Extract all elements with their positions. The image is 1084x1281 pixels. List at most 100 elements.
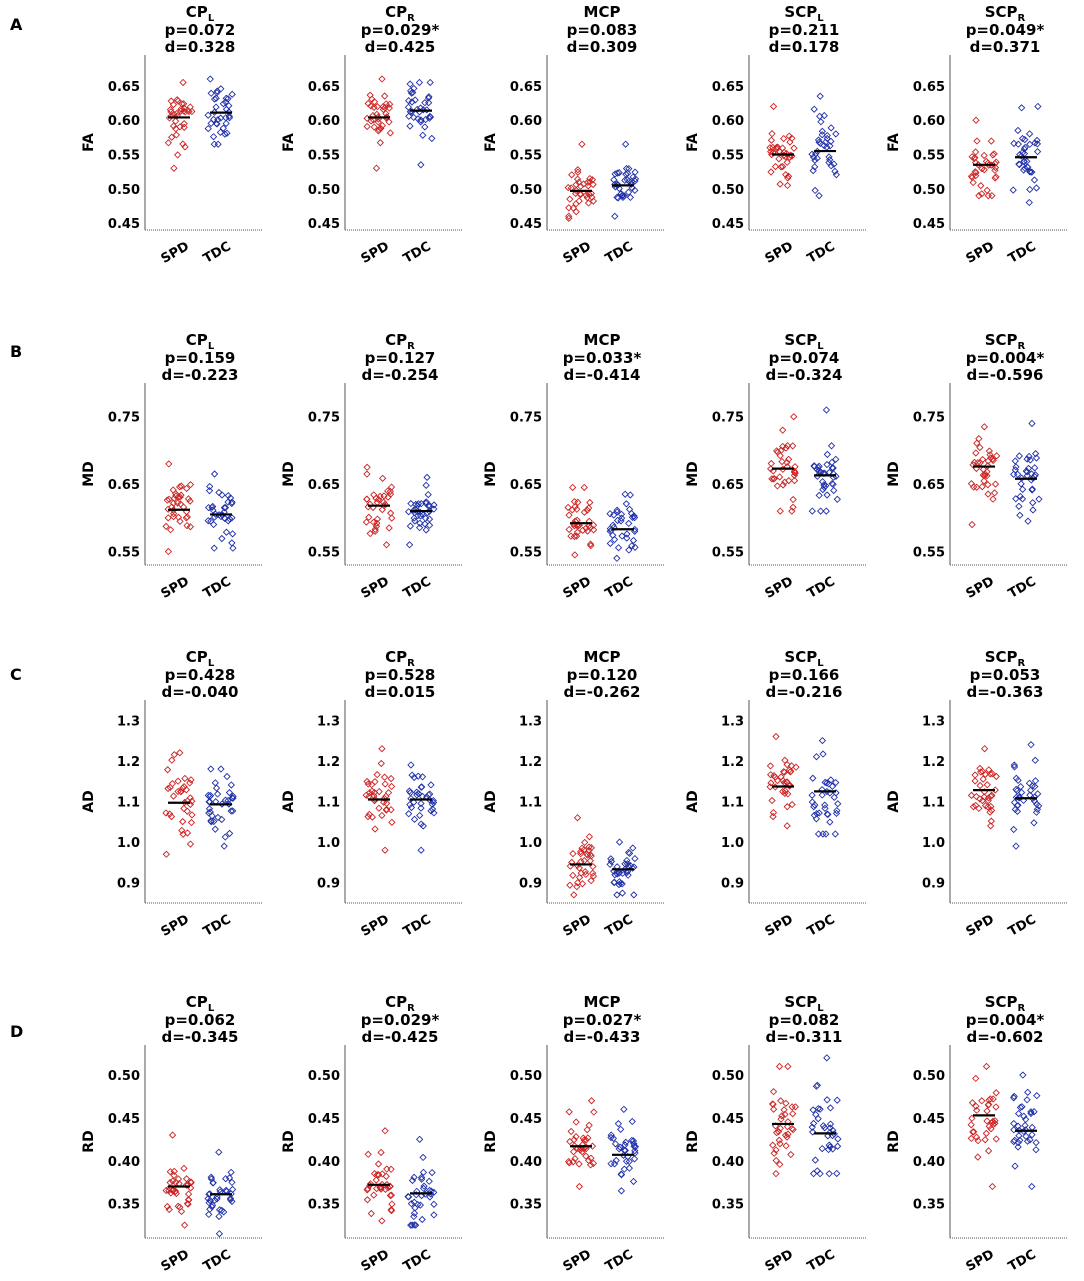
- point-tdc: [1015, 1126, 1023, 1134]
- point-spd: [162, 809, 170, 817]
- point-tdc: [408, 771, 416, 779]
- point-spd: [386, 1191, 394, 1200]
- point-tdc: [826, 1104, 835, 1112]
- point-spd: [181, 774, 189, 783]
- point-spd: [572, 200, 580, 208]
- point-tdc: [1018, 495, 1027, 503]
- point-tdc: [831, 167, 839, 175]
- point-tdc: [832, 171, 840, 179]
- point-spd: [582, 1144, 590, 1153]
- point-spd: [575, 1160, 583, 1168]
- point-tdc: [1015, 160, 1024, 169]
- point-tdc: [1030, 1108, 1038, 1116]
- point-spd: [378, 1180, 386, 1189]
- point-tdc: [826, 156, 834, 164]
- point-tdc: [229, 807, 237, 815]
- point-tdc: [624, 871, 632, 879]
- point-tdc: [621, 1146, 630, 1155]
- point-tdc: [811, 156, 819, 164]
- point-spd: [779, 481, 787, 489]
- point-tdc: [227, 1168, 235, 1176]
- point-tdc: [813, 154, 821, 162]
- point-spd: [186, 840, 195, 848]
- point-spd: [984, 481, 992, 489]
- effect-size-label: d=-0.262: [564, 683, 641, 701]
- point-spd: [978, 767, 987, 776]
- point-tdc: [207, 1173, 215, 1181]
- point-spd: [385, 118, 393, 126]
- point-tdc: [622, 1138, 630, 1146]
- point-spd: [783, 442, 792, 450]
- point-tdc: [1010, 1092, 1018, 1101]
- y-tick-label: 0.9: [922, 877, 945, 892]
- point-tdc: [814, 1104, 822, 1113]
- p-value-label: p=0.029*: [361, 21, 440, 39]
- point-spd: [773, 482, 782, 490]
- point-spd: [174, 513, 183, 521]
- category-label-spd: SPD: [763, 1247, 796, 1275]
- point-spd: [583, 851, 592, 859]
- y-tick-label: 0.45: [913, 217, 945, 232]
- y-axis-label: MD: [886, 461, 902, 487]
- point-spd: [180, 1164, 188, 1172]
- point-spd: [784, 172, 793, 180]
- point-tdc: [823, 450, 831, 459]
- point-spd: [185, 1196, 193, 1204]
- point-spd: [164, 514, 172, 522]
- point-tdc: [621, 140, 630, 148]
- point-tdc: [818, 131, 826, 139]
- point-tdc: [617, 510, 626, 518]
- point-spd: [767, 168, 775, 176]
- point-spd: [968, 153, 976, 161]
- point-tdc: [628, 1117, 636, 1126]
- point-tdc: [617, 1187, 626, 1195]
- point-tdc: [219, 124, 227, 132]
- point-tdc: [833, 806, 841, 815]
- point-tdc: [818, 1144, 826, 1153]
- point-tdc: [825, 158, 833, 167]
- point-spd: [370, 103, 378, 111]
- point-tdc: [817, 118, 825, 126]
- point-tdc: [210, 140, 218, 148]
- point-tdc: [1010, 763, 1019, 771]
- y-tick-label: 1.2: [117, 755, 140, 770]
- point-tdc: [222, 528, 231, 536]
- point-tdc: [630, 1142, 638, 1150]
- point-tdc: [228, 1178, 236, 1187]
- point-spd: [363, 463, 371, 471]
- point-spd: [573, 883, 581, 891]
- point-spd: [983, 472, 991, 480]
- point-spd: [576, 1146, 584, 1154]
- p-value-label: p=0.428: [165, 666, 236, 684]
- point-spd: [363, 122, 371, 131]
- point-spd: [779, 776, 787, 785]
- point-tdc: [622, 500, 631, 508]
- point-tdc: [613, 193, 621, 202]
- point-tdc: [213, 790, 222, 798]
- point-spd: [179, 784, 187, 792]
- point-tdc: [628, 513, 637, 521]
- point-tdc: [211, 779, 219, 787]
- point-tdc: [418, 1215, 426, 1224]
- point-tdc: [818, 736, 827, 745]
- category-label-spd: SPD: [763, 239, 796, 267]
- point-tdc: [833, 1169, 841, 1178]
- point-spd: [770, 474, 778, 483]
- point-spd: [971, 771, 979, 779]
- p-value-label: p=0.027*: [563, 1011, 642, 1029]
- point-spd: [183, 807, 191, 815]
- y-tick-label: 1.3: [721, 714, 744, 729]
- point-tdc: [621, 176, 629, 184]
- point-spd: [567, 532, 575, 540]
- y-tick-label: 0.65: [510, 478, 542, 493]
- point-tdc: [618, 532, 626, 540]
- effect-size-label: d=0.178: [769, 38, 840, 56]
- y-tick-label: 0.45: [712, 1112, 744, 1127]
- point-tdc: [220, 504, 229, 512]
- point-tdc: [425, 93, 433, 101]
- point-tdc: [808, 507, 816, 515]
- point-spd: [971, 148, 980, 156]
- point-spd: [166, 105, 175, 114]
